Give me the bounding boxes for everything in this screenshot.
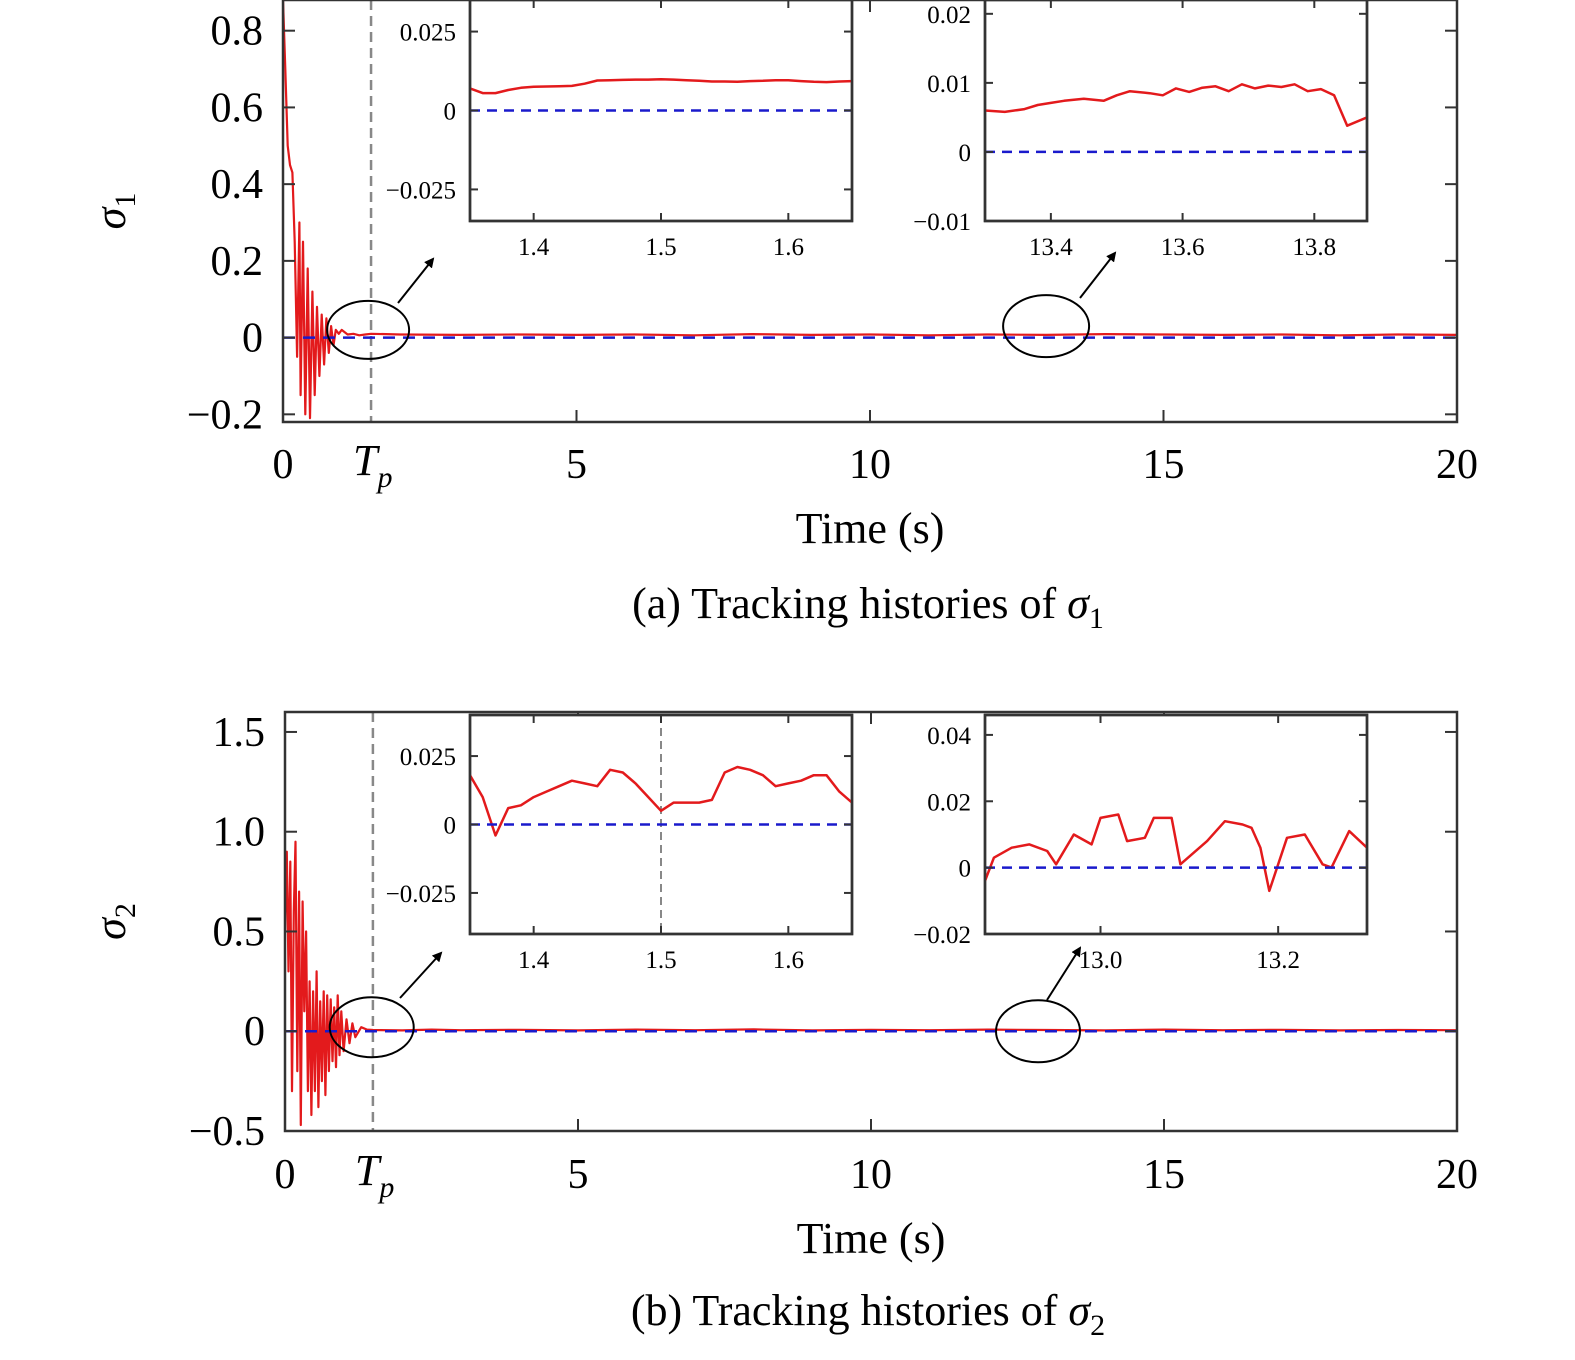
- inset-y-tick-label: 0.025: [400, 20, 456, 47]
- response-line: [283, 0, 1457, 420]
- inset-x-tick-label: 13.8: [1292, 234, 1336, 261]
- y-axis-title: σ1: [86, 193, 142, 230]
- y-axis-subscript: 1: [109, 193, 142, 208]
- caption-subscript: 2: [1090, 1309, 1105, 1342]
- y-tick-label: 0.2: [211, 239, 264, 285]
- tp-label-sub: p: [377, 1171, 394, 1204]
- inset-x-tick-label: 13.2: [1256, 947, 1300, 974]
- caption-text: (a) Tracking histories of: [632, 579, 1067, 628]
- x-tick-label: 10: [849, 442, 891, 488]
- zoom-highlight-ellipse: [326, 299, 411, 360]
- inset-series-group: [985, 813, 1367, 893]
- caption-symbol: σ: [1068, 1286, 1092, 1335]
- tp-label-main: T: [353, 436, 381, 485]
- response-line: [285, 840, 1457, 1127]
- inset-series-group: [470, 715, 852, 934]
- inset-y-tick-label: −0.025: [386, 177, 456, 204]
- inset-series-group: [985, 83, 1367, 154]
- tp-label-main: T: [355, 1146, 383, 1195]
- inset-y-tick-label: −0.01: [913, 209, 971, 236]
- zoom-arrow: [399, 951, 443, 999]
- zoom-highlight-ellipse: [328, 996, 415, 1059]
- inset-response-line: [985, 813, 1367, 893]
- x-tick-label: 0: [273, 442, 294, 488]
- zoom-highlight-ellipse: [995, 999, 1082, 1064]
- inset-frame: [983, 0, 1369, 223]
- inset-y-tick-label: 0.02: [927, 2, 971, 29]
- y-tick-label: 1.0: [213, 810, 266, 856]
- inset-y-tick-label: 0: [444, 813, 457, 840]
- inset-y-tick-label: 0: [959, 856, 972, 883]
- inset-x-tick-label: 1.6: [773, 234, 804, 261]
- tp-label: Tp: [353, 436, 392, 494]
- inset-x-tick-label: 13.4: [1029, 234, 1073, 261]
- inset-x-tick-label: 13.6: [1161, 234, 1205, 261]
- inset-x-tick-label: 13.0: [1079, 947, 1123, 974]
- caption-text: (b) Tracking histories of: [631, 1286, 1069, 1335]
- y-axis-symbol: σ: [86, 205, 135, 229]
- x-tick-label: 20: [1436, 1152, 1478, 1198]
- inset-y-tick-label: −0.025: [386, 881, 456, 908]
- inset-y-tick-label: 0.02: [927, 789, 971, 816]
- inset-b-2: 13.0 13.2 −0.02 0 0.02 0.04: [913, 713, 1369, 974]
- caption-subscript: 1: [1089, 602, 1104, 635]
- y-tick-label: 0: [244, 1009, 265, 1055]
- inset-y-tick-label: 0: [444, 99, 457, 126]
- inset-series-group: [470, 77, 852, 112]
- x-tick-label: 5: [566, 442, 587, 488]
- x-tick-label: 15: [1143, 1152, 1185, 1198]
- y-tick-label: 0.4: [211, 162, 264, 208]
- x-tick-label: 20: [1436, 442, 1478, 488]
- inset-response-line: [470, 77, 852, 95]
- x-tick-label: 5: [568, 1152, 589, 1198]
- x-tick-label: 10: [850, 1152, 892, 1198]
- zoom-highlight-ellipse: [1002, 294, 1091, 359]
- inset-x-tick-label: 1.5: [645, 947, 676, 974]
- inset-a-2: 13.4 13.6 13.8 −0.01 0 0.01 0.02: [913, 0, 1369, 261]
- y-tick-label: 0.5: [213, 909, 266, 955]
- x-tick-label: 0: [275, 1152, 296, 1198]
- zoom-arrow: [1079, 251, 1117, 299]
- inset-x-tick-label: 1.4: [518, 947, 550, 974]
- y-axis-subscript: 2: [109, 903, 142, 918]
- y-tick-label: −0.5: [189, 1109, 265, 1155]
- inset-b-1: 1.4 1.5 1.6 −0.025 0 0.025: [386, 713, 854, 974]
- inset-x-tick-label: 1.6: [773, 947, 804, 974]
- x-axis-title: Time (s): [797, 1214, 946, 1263]
- inset-a-1: 1.4 1.5 1.6 −0.025 0 0.025: [386, 0, 854, 261]
- x-tick-label: 15: [1143, 442, 1185, 488]
- y-tick-label: 0.8: [211, 9, 264, 55]
- y-tick-label: 0.6: [211, 85, 264, 131]
- inset-y-tick-label: 0: [959, 140, 972, 167]
- zoom-arrow: [397, 257, 435, 304]
- tp-label: Tp: [355, 1146, 394, 1204]
- inset-y-tick-label: 0.04: [927, 723, 971, 750]
- y-tick-label: 1.5: [213, 710, 266, 756]
- inset-frame: [983, 713, 1369, 936]
- series-group: [285, 840, 1457, 1127]
- inset-y-tick-label: −0.02: [913, 922, 971, 949]
- inset-frame-bg: [983, 713, 1369, 936]
- inset-response-line: [470, 765, 852, 837]
- y-tick-label: 0: [242, 316, 263, 362]
- inset-y-tick-label: 0.01: [927, 71, 971, 98]
- series-group: [283, 0, 1457, 420]
- y-axis-title: σ2: [86, 903, 142, 940]
- caption-symbol: σ: [1067, 579, 1091, 628]
- tp-label-sub: p: [376, 461, 393, 494]
- inset-response-line: [985, 83, 1367, 127]
- zoom-arrow: [1046, 946, 1082, 1001]
- panel-caption: (b) Tracking histories of σ2: [631, 1286, 1105, 1342]
- x-axis-title: Time (s): [796, 504, 945, 553]
- y-tick-label: −0.2: [187, 392, 263, 438]
- inset-x-tick-label: 1.4: [518, 234, 550, 261]
- inset-y-tick-label: 0.025: [400, 744, 456, 771]
- inset-x-tick-label: 1.5: [645, 234, 676, 261]
- panel-caption: (a) Tracking histories of σ1: [632, 579, 1104, 635]
- inset-frame-bg: [983, 0, 1369, 223]
- y-axis-symbol: σ: [86, 916, 135, 940]
